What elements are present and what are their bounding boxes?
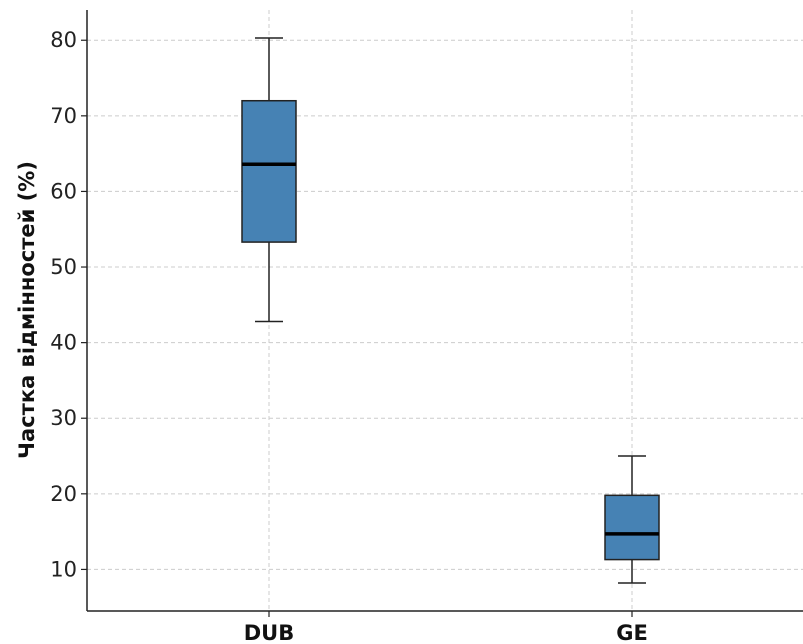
y-axis-title: Частка відмінностей (%): [15, 161, 39, 459]
y-tick-label: 60: [50, 179, 77, 203]
y-tick-label: 50: [50, 255, 77, 279]
y-tick-label: 10: [50, 557, 77, 581]
y-axis-ticks: 10 20 30 40 50 60 70 80: [50, 28, 87, 581]
y-tick-label: 80: [50, 28, 77, 52]
box-series: [241, 37, 660, 584]
box-iqr: [604, 494, 660, 561]
grid-lines: [87, 10, 803, 611]
box-dub: [241, 37, 297, 323]
x-tick-label: DUB: [244, 621, 295, 644]
x-tick-label: GE: [616, 621, 648, 644]
y-tick-label: 70: [50, 104, 77, 128]
y-tick-label: 20: [50, 482, 77, 506]
box-ge: [604, 455, 660, 584]
x-axis-categories: DUB GE: [244, 611, 648, 644]
y-tick-label: 30: [50, 406, 77, 430]
box-iqr: [241, 99, 297, 243]
y-tick-label: 40: [50, 331, 77, 355]
